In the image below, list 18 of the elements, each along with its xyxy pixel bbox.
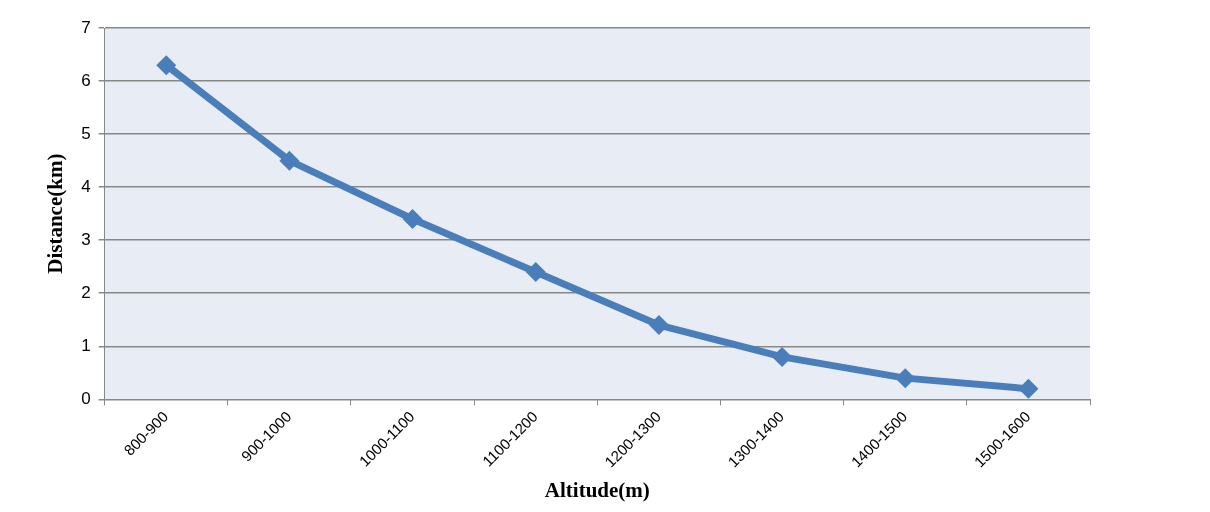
point [648, 315, 669, 336]
point [895, 368, 916, 389]
y-tick-label: 6 [81, 70, 91, 90]
y-tick-label: 4 [81, 176, 91, 196]
y-tick-label: 2 [81, 282, 91, 302]
x-axis-title: Altitude(m) [544, 477, 650, 502]
y-tick-label: 3 [81, 229, 91, 249]
point [772, 346, 793, 367]
y-tick-label: 7 [81, 17, 91, 37]
point [402, 208, 423, 229]
point [156, 55, 177, 76]
y-tick-label: 5 [81, 123, 91, 143]
point [279, 150, 300, 171]
point [525, 262, 546, 283]
y-tick-label: 1 [81, 335, 91, 355]
y-tick-label: 0 [81, 389, 91, 409]
point [1018, 378, 1039, 399]
y-axis-title: Distance(km) [43, 153, 68, 274]
